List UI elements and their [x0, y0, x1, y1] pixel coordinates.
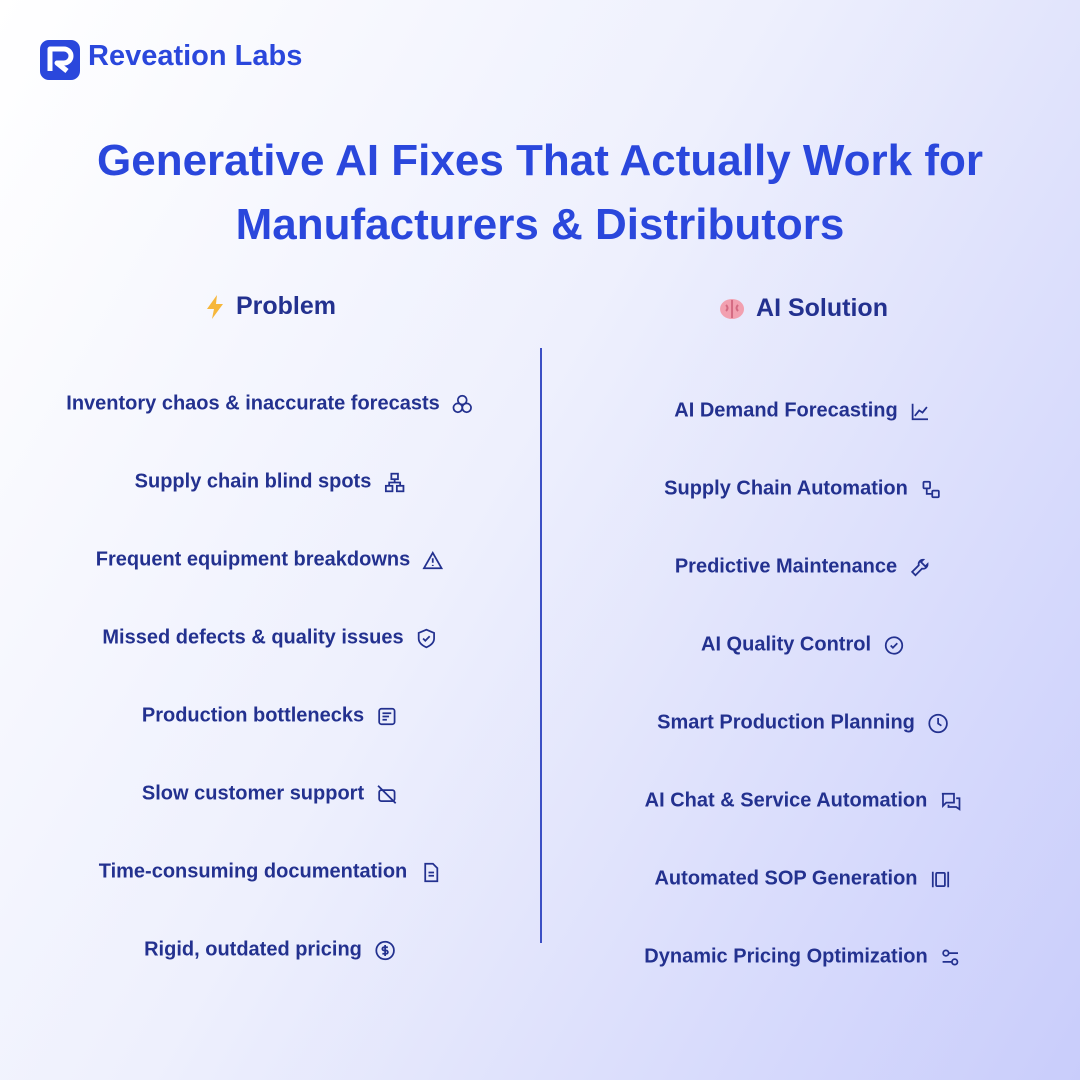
list-item: Supply chain blind spots [135, 471, 406, 494]
item-icon [911, 558, 929, 576]
item-icon [942, 948, 959, 966]
item-text: Supply Chain Automation [664, 477, 908, 500]
list-item: Slow customer support [142, 783, 398, 806]
item-text: AI Demand Forecasting [674, 399, 898, 422]
list-item: Dynamic Pricing Optimization [644, 946, 961, 969]
bolt-icon [206, 294, 223, 319]
item-icon [384, 472, 405, 492]
logo [40, 40, 80, 80]
title-line: Generative AI Fixes That Actually Work f… [97, 136, 983, 185]
item-icon [422, 550, 444, 569]
item-text: Time-consuming documentation [98, 860, 408, 883]
item-text: Rigid, outdated pricing [144, 938, 362, 961]
list-item: AI Quality Control [701, 634, 905, 657]
list-item: Rigid, outdated pricing [144, 939, 396, 962]
list-item: Missed defects & quality issues [102, 627, 437, 650]
item-icon [941, 792, 961, 811]
list-item: AI Chat & Service Automation [645, 790, 962, 813]
title-line: Manufacturers & Distributors [235, 200, 845, 249]
item-icon [375, 940, 395, 960]
item-icon [912, 403, 929, 420]
heading-text: AI Solution [756, 294, 888, 322]
problem-heading: Problem [204, 292, 336, 321]
item-text: Predictive Maintenance [674, 555, 898, 578]
list-item: AI Demand Forecasting [674, 400, 931, 423]
item-text: Smart Production Planning [657, 711, 915, 734]
list-item: Automated SOP Generation [654, 868, 951, 891]
list-item: Production bottlenecks [142, 705, 398, 728]
item-text: Supply chain blind spots [134, 470, 372, 493]
item-text: Dynamic Pricing Optimization [644, 945, 928, 968]
solution-heading: AI Solution [718, 294, 888, 323]
brand: Reveation Labs [88, 40, 303, 72]
divider [540, 348, 542, 943]
item-text: AI Chat & Service Automation [644, 789, 928, 812]
item-icon [378, 707, 396, 725]
list-item: Inventory chaos & inaccurate forecasts [66, 393, 473, 416]
item-text: Production bottlenecks [141, 704, 365, 727]
heading-text: Problem [235, 292, 337, 320]
item-text: Automated SOP Generation [654, 867, 918, 890]
item-icon [418, 628, 436, 648]
item-icon [423, 862, 438, 882]
item-icon [922, 480, 940, 498]
item-text: Frequent equipment breakdowns [95, 548, 411, 571]
item-icon [453, 394, 473, 413]
item-icon [931, 871, 950, 887]
item-text: AI Quality Control [701, 633, 871, 656]
item-text: Slow customer support [141, 782, 365, 805]
list-item: Supply Chain Automation [664, 478, 942, 501]
item-text: Missed defects & quality issues [102, 626, 404, 649]
item-icon [928, 713, 948, 733]
item-text: Inventory chaos & inaccurate forecasts [66, 392, 440, 415]
item-icon [377, 784, 397, 804]
brain-icon [720, 298, 745, 319]
list-item: Smart Production Planning [657, 712, 949, 735]
list-item: Frequent equipment breakdowns [96, 549, 444, 572]
list-item: Time-consuming documentation [99, 861, 442, 884]
list-item: Predictive Maintenance [675, 556, 931, 579]
item-icon [884, 635, 904, 655]
